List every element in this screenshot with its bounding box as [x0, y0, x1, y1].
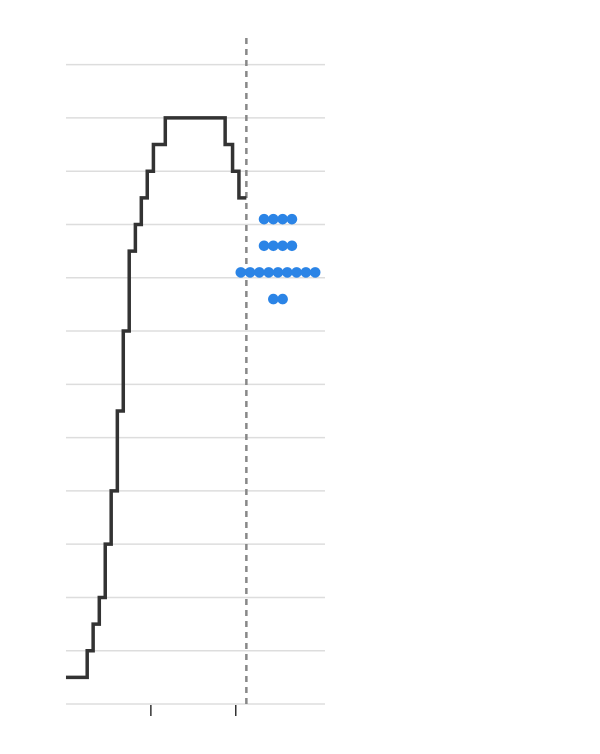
dot	[258, 240, 270, 252]
dot	[282, 267, 293, 278]
dot	[263, 267, 275, 278]
dot	[258, 213, 270, 225]
dot	[277, 293, 288, 305]
dot	[291, 267, 302, 278]
dot	[277, 240, 288, 252]
dot	[286, 240, 298, 252]
gridlines	[66, 63, 325, 705]
dot	[235, 267, 247, 278]
dot	[300, 267, 312, 278]
dot	[268, 240, 279, 252]
dot	[272, 267, 284, 278]
dot	[244, 267, 256, 278]
dot	[268, 293, 279, 305]
dot	[268, 213, 279, 225]
x-axis-ticks	[150, 705, 237, 716]
step-line	[65, 116, 247, 680]
dot	[254, 267, 265, 278]
dot-clusters	[235, 213, 321, 305]
dot	[309, 267, 321, 278]
dot	[286, 213, 298, 225]
step-series	[65, 116, 247, 680]
dot	[277, 213, 288, 225]
